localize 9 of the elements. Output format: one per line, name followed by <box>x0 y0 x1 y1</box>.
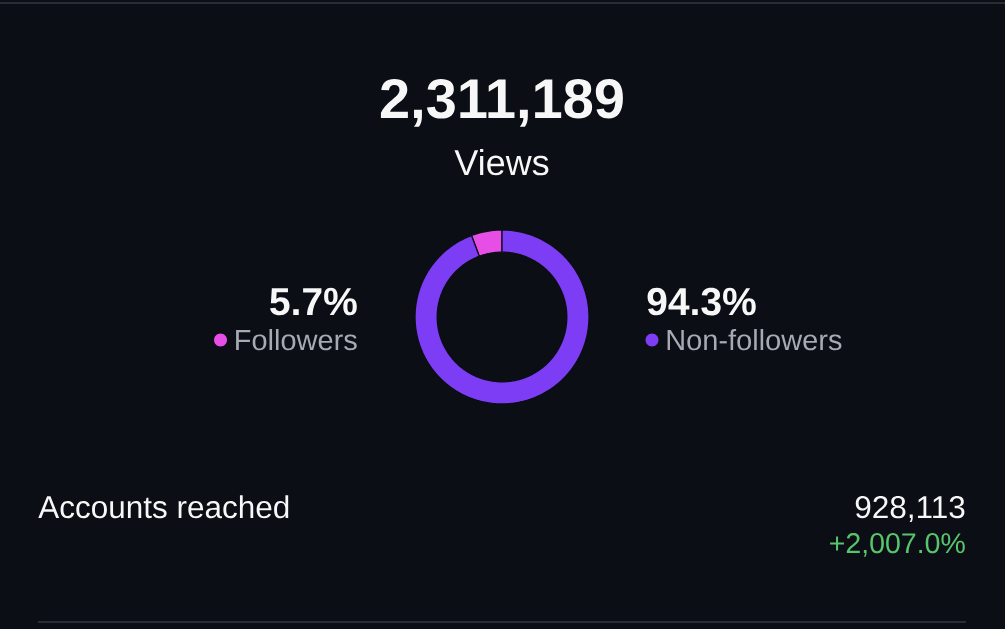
text: Accounts reached <box>38 495 289 519</box>
data-label: 94.3% <box>647 287 756 316</box>
text: +2,007.0% <box>830 533 965 557</box>
chart-title: 2,311,189 <box>380 78 623 127</box>
legend-label: Non-followers <box>667 328 842 351</box>
text: 928,113 <box>855 495 965 523</box>
chart-subtitle: Views <box>454 148 549 176</box>
legend-label: Followers <box>236 328 357 351</box>
data-label: 5.7% <box>270 287 357 316</box>
